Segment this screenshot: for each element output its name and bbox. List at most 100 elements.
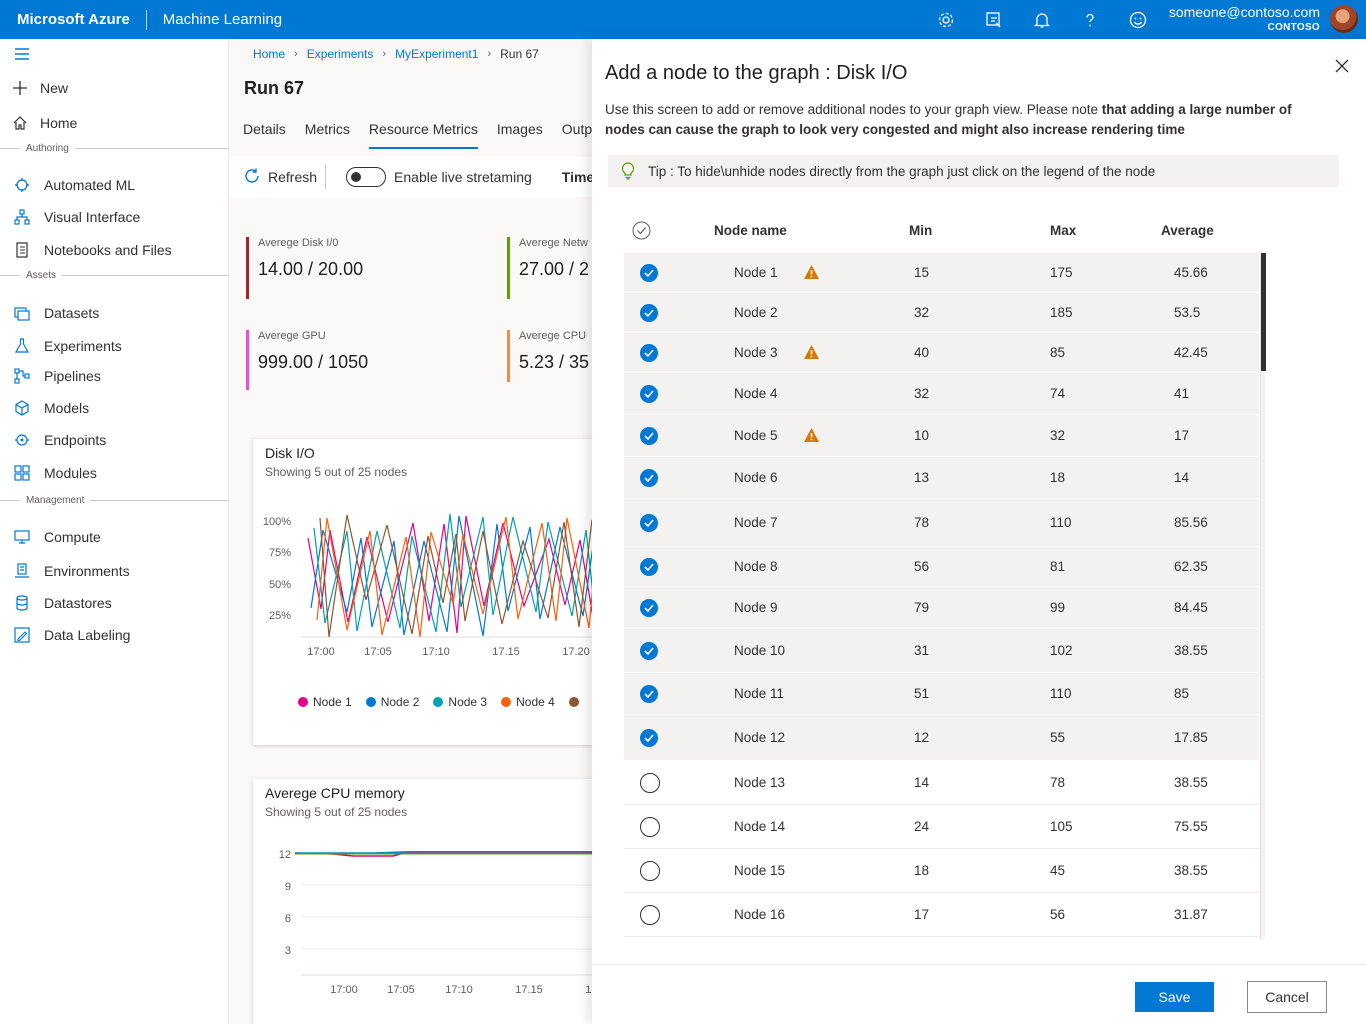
legend-item-node-2[interactable]: Node 2 [365,695,419,709]
row-checkbox-checked[interactable] [640,514,658,532]
row-checkbox-checked[interactable] [640,427,658,445]
table-row[interactable]: Node 10 31 102 38.55 [624,629,1259,673]
nav-datasets[interactable]: Datasets [0,298,228,328]
row-checkbox-checked[interactable] [640,385,658,403]
help-icon[interactable] [1066,0,1114,39]
brand-label[interactable]: Microsoft Azure [17,11,130,28]
row-checkbox-checked[interactable] [640,264,658,282]
row-checkbox-unchecked[interactable] [640,773,660,793]
legend-item-node-4[interactable]: Node 4 [501,695,555,709]
legend-item-node-1[interactable]: Node 1 [298,695,352,709]
row-checkbox-cell[interactable] [640,304,658,322]
settings-icon[interactable] [922,0,970,39]
table-row[interactable]: Node 14 24 105 75.55 [624,805,1259,849]
refresh-button[interactable]: Refresh [243,167,317,188]
select-all-checkbox[interactable] [632,221,651,243]
row-checkbox-cell[interactable] [640,729,658,747]
row-checkbox-cell[interactable] [640,685,658,703]
nav-modules[interactable]: Modules [0,458,228,488]
table-row[interactable]: Node 11 51 110 85 [624,673,1259,715]
row-checkbox-checked[interactable] [640,729,658,747]
row-checkbox-cell[interactable] [640,385,658,403]
row-checkbox-cell[interactable] [640,344,658,362]
table-row[interactable]: Node 7 78 110 85.56 [624,499,1259,547]
row-checkbox-cell[interactable] [640,264,658,282]
column-header-min[interactable]: Min [909,223,933,238]
nav-visual-interface[interactable]: Visual Interface [0,202,228,232]
row-checkbox-checked[interactable] [640,558,658,576]
table-row[interactable]: Node 9 79 99 84.45 [624,587,1259,629]
column-header-average[interactable]: Average [1161,223,1214,238]
row-checkbox-cell[interactable] [640,599,658,617]
nav-home[interactable]: Home [0,108,228,138]
table-row[interactable]: Node 3 40 85 42.45 [624,333,1259,373]
legend-item-node-5[interactable] [568,695,579,709]
product-label[interactable]: Machine Learning [162,11,283,28]
column-header-node-name[interactable]: Node name [714,223,787,238]
live-streaming-toggle[interactable] [346,167,387,187]
row-checkbox-cell[interactable] [640,905,660,925]
directory-filter-icon[interactable] [970,0,1018,39]
breadcrumb-home[interactable]: Home [253,47,286,61]
average-cell: 75.55 [1174,819,1208,834]
save-button[interactable]: Save [1135,982,1214,1012]
table-row[interactable]: Node 12 12 55 17.85 [624,715,1259,761]
scrollbar[interactable] [1260,253,1266,939]
row-checkbox-unchecked[interactable] [640,861,660,881]
table-row[interactable]: Node 15 18 45 38.55 [624,849,1259,893]
nav-endpoints[interactable]: Endpoints [0,425,228,455]
row-checkbox-unchecked[interactable] [640,817,660,837]
account-info[interactable]: someone@contoso.com CONTOSO [1169,4,1320,34]
row-checkbox-checked[interactable] [640,642,658,660]
row-checkbox-checked[interactable] [640,304,658,322]
table-row[interactable]: Node 8 56 81 62.35 [624,547,1259,587]
column-header-max[interactable]: Max [1050,223,1077,238]
scrollbar-thumb[interactable] [1261,253,1266,371]
table-row[interactable]: Node 13 14 78 38.55 [624,761,1259,805]
nav-automated-ml[interactable]: Automated ML [0,170,228,200]
nav-data-labeling[interactable]: Data Labeling [0,620,228,650]
legend-item-node-3[interactable]: Node 3 [433,695,487,709]
top-bar-icons [922,0,1162,39]
table-row[interactable]: Node 2 32 185 53.5 [624,293,1259,333]
breadcrumb-experiment[interactable]: MyExperiment1 [395,47,479,61]
breadcrumb-experiments[interactable]: Experiments [306,47,374,61]
row-checkbox-checked[interactable] [640,685,658,703]
tab-outputs[interactable]: Outp [561,121,593,137]
hamburger-menu-button[interactable] [0,39,228,69]
cancel-button[interactable]: Cancel [1247,981,1327,1013]
nav-new[interactable]: New [0,73,228,103]
table-row[interactable]: Node 5 10 32 17 [624,415,1259,457]
row-checkbox-cell[interactable] [640,642,658,660]
notifications-icon[interactable] [1018,0,1066,39]
row-checkbox-cell[interactable] [640,558,658,576]
table-row[interactable]: Node 1 15 175 45.66 [624,253,1259,293]
row-checkbox-cell[interactable] [640,427,658,445]
tab-images[interactable]: Images [496,121,543,137]
row-checkbox-cell[interactable] [640,514,658,532]
row-checkbox-checked[interactable] [640,599,658,617]
row-checkbox-cell[interactable] [640,773,660,793]
tab-resource-metrics[interactable]: Resource Metrics [368,121,478,149]
nav-pipelines[interactable]: Pipelines [0,361,228,391]
feedback-smiley-icon[interactable] [1114,0,1162,39]
row-checkbox-cell[interactable] [640,469,658,487]
nav-environments[interactable]: Environments [0,556,228,586]
avatar[interactable] [1330,5,1358,33]
close-icon[interactable] [1335,57,1349,78]
row-checkbox-cell[interactable] [640,861,660,881]
nav-notebooks[interactable]: Notebooks and Files [0,235,228,265]
row-checkbox-unchecked[interactable] [640,905,660,925]
row-checkbox-cell[interactable] [640,817,660,837]
row-checkbox-checked[interactable] [640,469,658,487]
nav-datastores[interactable]: Datastores [0,588,228,618]
nav-compute[interactable]: Compute [0,522,228,552]
tab-details[interactable]: Details [243,121,286,137]
table-row[interactable]: Node 4 32 74 41 [624,373,1259,415]
table-row[interactable]: Node 16 17 56 31.87 [624,893,1259,937]
nav-experiments[interactable]: Experiments [0,331,228,361]
table-row[interactable]: Node 6 13 18 14 [624,457,1259,499]
tab-metrics[interactable]: Metrics [304,121,350,137]
nav-models[interactable]: Models [0,393,228,423]
row-checkbox-checked[interactable] [640,344,658,362]
